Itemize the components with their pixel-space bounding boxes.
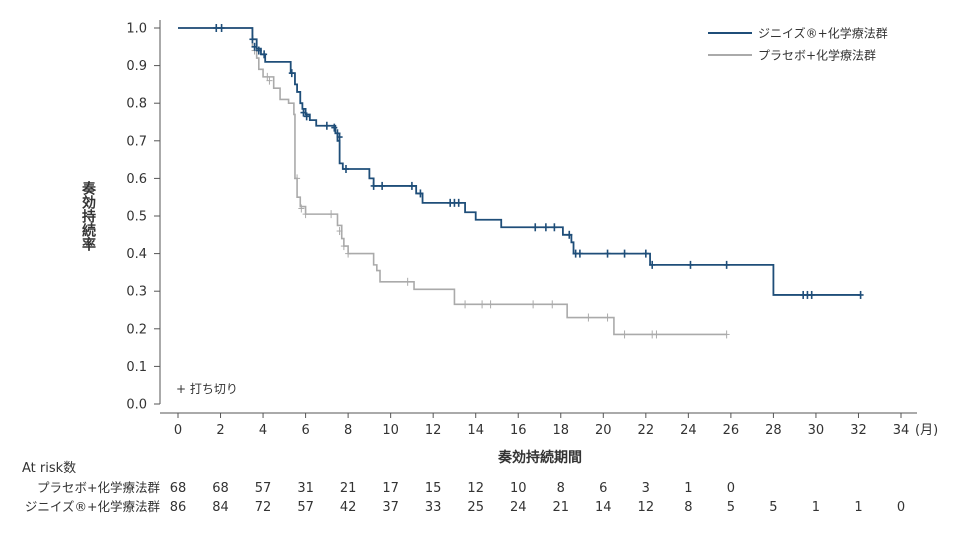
risk-value: 31 <box>297 481 314 496</box>
risk-value: 21 <box>340 481 357 496</box>
x-tick-label: 34 <box>893 423 910 438</box>
risk-value: 14 <box>595 500 612 515</box>
risk-value: 68 <box>170 481 187 496</box>
risk-value: 0 <box>897 500 905 515</box>
x-tick-label: 14 <box>467 423 484 438</box>
risk-value: 86 <box>170 500 187 515</box>
y-tick-label: 0.6 <box>126 172 147 187</box>
risk-value: 33 <box>425 500 442 515</box>
legend-label-placebo: プラセボ+化学療法群 <box>758 48 876 63</box>
y-tick-label: 0.5 <box>126 210 147 225</box>
risk-value: 15 <box>425 481 442 496</box>
y-tick-label: 0.8 <box>126 97 147 112</box>
survival-curves <box>178 24 864 339</box>
y-tick-label: 0.3 <box>126 285 147 300</box>
risk-value: 0 <box>727 481 735 496</box>
x-tick-label: 2 <box>216 423 224 438</box>
risk-value: 1 <box>854 500 862 515</box>
risk-table-title: At risk数 <box>22 461 76 476</box>
risk-row-label: ジニイズ®+化学療法群 <box>25 499 161 514</box>
risk-value: 21 <box>552 500 569 515</box>
y-tick-label: 1.0 <box>126 22 147 37</box>
risk-value: 17 <box>382 481 399 496</box>
x-tick-label: 16 <box>510 423 527 438</box>
y-axis: 0.0 0.1 0.2 0.3 0.4 0.5 0.6 0.7 0.8 0.9 1.0 <box>126 20 161 413</box>
risk-value: 57 <box>297 500 314 515</box>
risk-value: 1 <box>684 481 692 496</box>
x-tick-label: 28 <box>765 423 782 438</box>
risk-value: 57 <box>255 481 272 496</box>
risk-value: 84 <box>212 500 229 515</box>
legend-label-treatment: ジニイズ®+化学療法群 <box>758 26 888 41</box>
risk-value: 5 <box>727 500 735 515</box>
x-tick-label: 20 <box>595 423 612 438</box>
risk-value: 37 <box>382 500 399 515</box>
x-tick-label: 32 <box>850 423 867 438</box>
x-tick-label: 10 <box>382 423 399 438</box>
risk-value: 5 <box>769 500 777 515</box>
risk-value: 12 <box>467 481 484 496</box>
risk-value: 68 <box>212 481 229 496</box>
x-tick-label: 6 <box>301 423 309 438</box>
x-axis: 0 2 4 6 8 10 12 14 16 18 20 22 24 26 28 30 32 34 (月) <box>160 412 938 438</box>
y-tick-label: 0.7 <box>126 134 147 149</box>
risk-value: 12 <box>638 500 655 515</box>
x-tick-label: 24 <box>680 423 697 438</box>
y-axis-label: 奏効持続率 <box>80 180 97 252</box>
risk-row-label: プラセボ+化学療法群 <box>37 480 160 495</box>
curve-treatment <box>178 27 861 296</box>
x-tick-label: 18 <box>552 423 569 438</box>
risk-value: 1 <box>812 500 820 515</box>
x-tick-label: 0 <box>174 423 182 438</box>
y-tick-label: 0.4 <box>126 247 147 262</box>
y-tick-label: 0.2 <box>126 322 147 337</box>
x-tick-label: 26 <box>723 423 740 438</box>
risk-value: 8 <box>557 481 565 496</box>
censor-note: + 打ち切り <box>176 382 238 396</box>
risk-value: 8 <box>684 500 692 515</box>
y-tick-label: 0.0 <box>126 398 147 413</box>
y-tick-label: 0.1 <box>126 360 147 375</box>
risk-value: 3 <box>642 481 650 496</box>
x-tick-label: 12 <box>425 423 442 438</box>
x-tick-label: 22 <box>638 423 655 438</box>
risk-value: 6 <box>599 481 607 496</box>
x-unit-label: (月) <box>915 423 938 438</box>
y-tick-label: 0.9 <box>126 59 147 74</box>
x-tick-label: 4 <box>259 423 267 438</box>
x-tick-label: 8 <box>344 423 352 438</box>
risk-value: 24 <box>510 500 527 515</box>
risk-value: 42 <box>340 500 357 515</box>
curve-placebo <box>178 27 727 336</box>
x-tick-label: 30 <box>808 423 825 438</box>
risk-value: 10 <box>510 481 527 496</box>
risk-value: 72 <box>255 500 272 515</box>
x-axis-label: 奏効持続期間 <box>497 449 582 466</box>
risk-value: 25 <box>467 500 484 515</box>
